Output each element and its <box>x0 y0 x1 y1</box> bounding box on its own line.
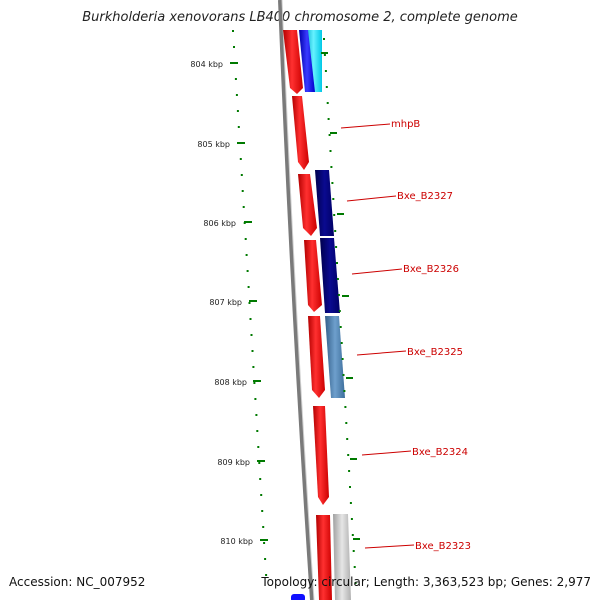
gene-arrow-red <box>313 406 329 505</box>
tick-label: 809 kbp <box>217 458 250 467</box>
gene-arrow-red <box>316 515 332 600</box>
gene-arrow-navy <box>320 238 340 313</box>
chromosome-backbone-highlight <box>281 0 315 600</box>
genome-title: Burkholderia xenovorans LB400 chromosome… <box>82 10 518 25</box>
tick-label: 807 kbp <box>209 298 242 307</box>
gene-label-bxe-b2323[interactable]: Bxe_B2323 <box>364 541 471 552</box>
tick-label: 805 kbp <box>197 140 230 149</box>
right-gene-markers <box>321 52 360 540</box>
gene-arrow-red <box>308 316 325 398</box>
gene-label-bxe-b2324[interactable]: Bxe_B2324 <box>361 447 468 458</box>
tick-label: 806 kbp <box>203 219 236 228</box>
gene-label-bxe-b2325[interactable]: Bxe_B2325 <box>356 347 463 358</box>
tick-label: 810 kbp <box>220 537 253 546</box>
major-tick: 809 kbp <box>217 458 265 467</box>
gene-label-bxe-b2326[interactable]: Bxe_B2326 <box>351 264 459 275</box>
tick-label: 808 kbp <box>214 378 247 387</box>
gene-arrow-red <box>283 30 303 94</box>
gene-arrow-blue <box>291 594 305 600</box>
minor-ticks-right <box>323 38 357 584</box>
major-tick: 807 kbp <box>209 298 257 307</box>
genome-summary: Topology: circular; Length: 3,363,523 bp… <box>261 575 591 589</box>
gene-arrow-steel <box>325 316 345 398</box>
major-tick: 806 kbp <box>203 219 252 228</box>
gene-label-mhpB[interactable]: mhpB <box>340 119 420 130</box>
gene-arrow-navy <box>315 170 334 236</box>
gene-arrow-blue <box>299 30 315 92</box>
major-tick: 808 kbp <box>214 378 261 387</box>
major-tick: 805 kbp <box>197 140 245 149</box>
major-tick: 804 kbp <box>190 60 238 69</box>
gene-arrow-grey <box>333 514 351 600</box>
gene-arrow-red <box>298 174 317 236</box>
gene-label-text[interactable]: Bxe_B2326 <box>403 264 459 275</box>
major-tick: 810 kbp <box>220 537 268 546</box>
chromosome-backbone <box>278 0 314 600</box>
gene-arrow-red <box>292 96 309 170</box>
gene-arrow-red <box>304 240 322 312</box>
gene-label-text[interactable]: Bxe_B2323 <box>415 541 471 552</box>
gene-label-text[interactable]: mhpB <box>391 119 420 130</box>
accession-label: Accession: NC_007952 <box>9 575 146 589</box>
tick-label: 804 kbp <box>190 60 223 69</box>
gene-label-bxe-b2327[interactable]: Bxe_B2327 <box>346 191 453 202</box>
gene-label-text[interactable]: Bxe_B2327 <box>397 191 453 202</box>
gene-label-text[interactable]: Bxe_B2324 <box>412 447 468 458</box>
gene-label-text[interactable]: Bxe_B2325 <box>407 347 463 358</box>
